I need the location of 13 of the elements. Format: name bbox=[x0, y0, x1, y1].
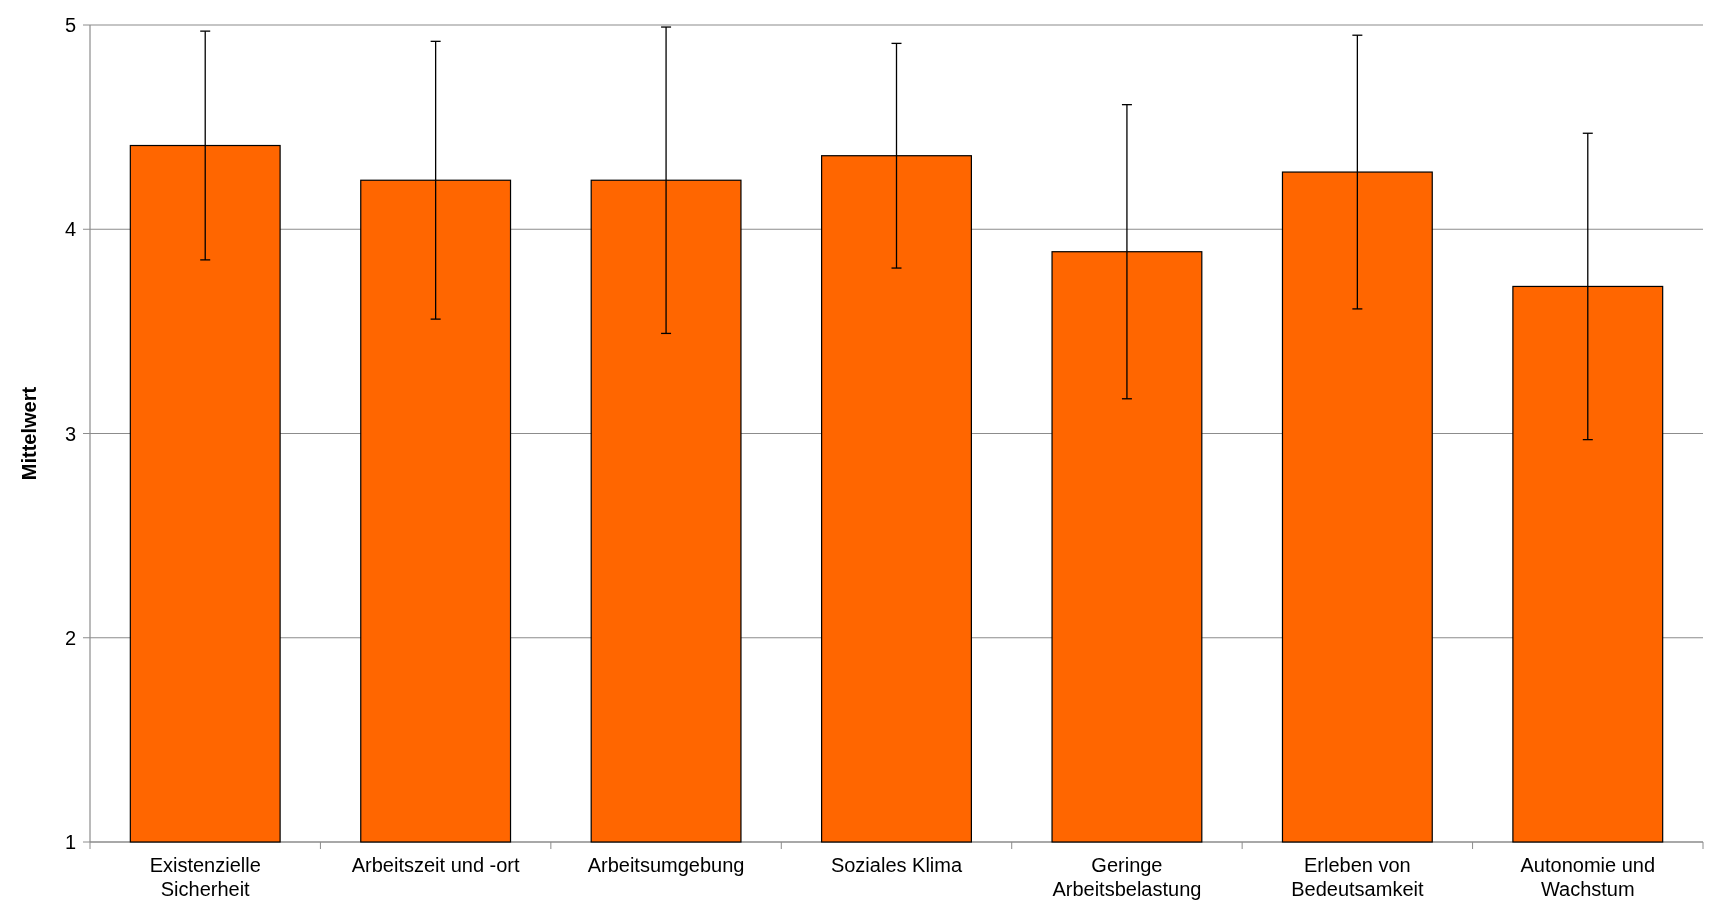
y-tick-label: 1 bbox=[64, 831, 76, 853]
x-tick-label: Existenzielle Sicherheit bbox=[149, 854, 261, 900]
y-tick-label: 3 bbox=[64, 422, 76, 445]
x-tick-label: Soziales Klima bbox=[830, 854, 963, 876]
y-tick-label: 2 bbox=[64, 626, 76, 649]
y-tick-label: 5 bbox=[64, 14, 76, 36]
x-tick-label: Geringe Arbeitsbelastung bbox=[1052, 854, 1202, 900]
y-axis-title: Mittelwert bbox=[18, 386, 40, 481]
y-tick-label: 4 bbox=[64, 218, 76, 241]
x-tick-label: Arbeitszeit und -ort bbox=[351, 854, 521, 876]
x-tick-label: Erleben von Bedeutsamkeit bbox=[1291, 854, 1424, 900]
x-tick-label: Autonomie und Wachstum bbox=[1520, 854, 1656, 900]
x-tick-label: Arbeitsumgebung bbox=[587, 854, 745, 876]
